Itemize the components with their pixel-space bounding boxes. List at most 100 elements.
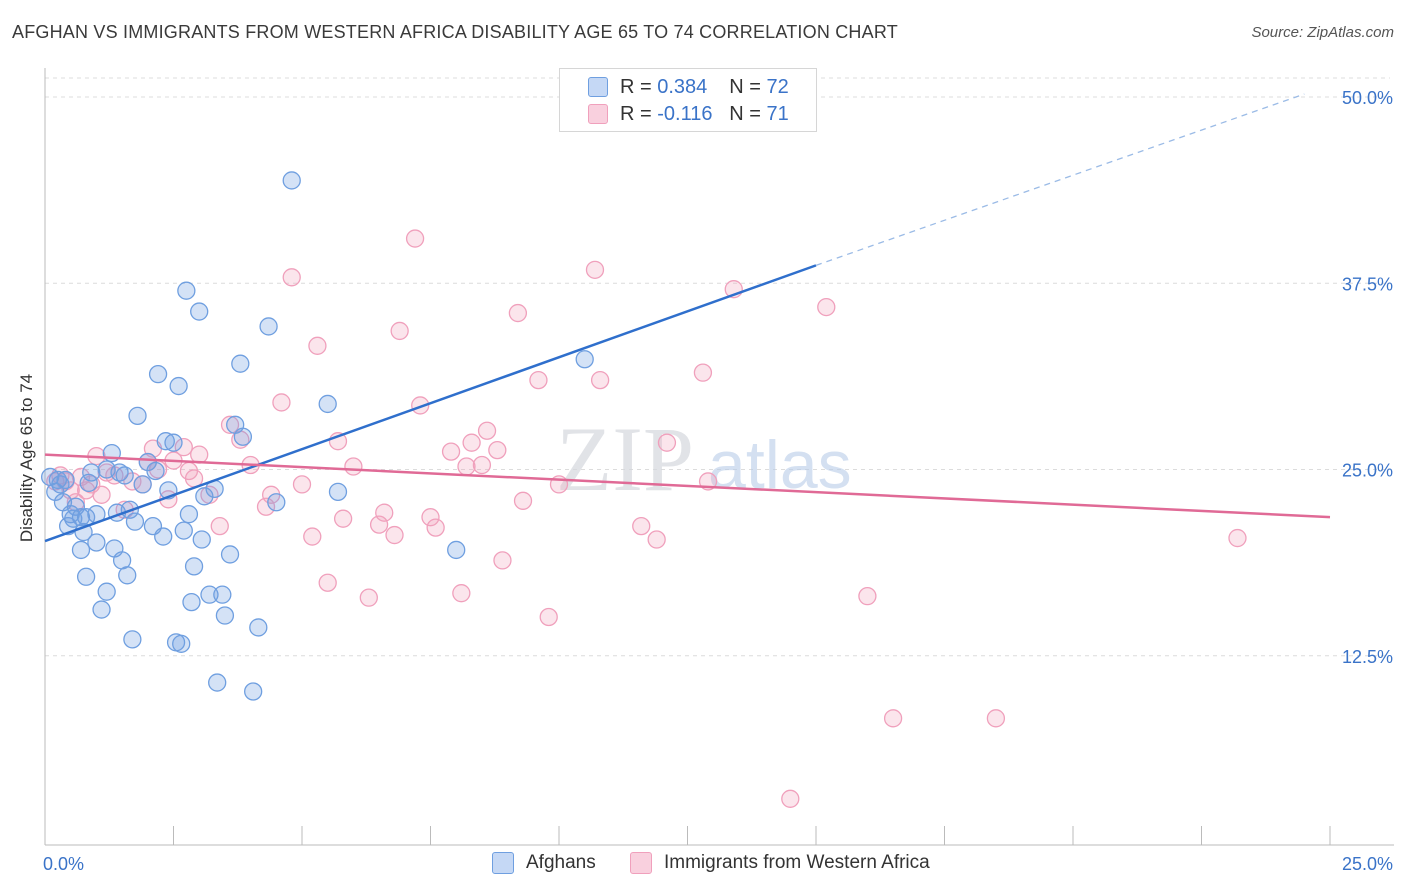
legend-row-afghans: R = 0.384 N = 72 xyxy=(560,74,789,100)
y-tick-label: 25.0% xyxy=(1342,461,1393,481)
western-africa-point xyxy=(657,433,677,452)
afghans-point xyxy=(133,475,152,494)
afghans-point xyxy=(146,461,165,481)
legend-n-label: N = xyxy=(729,102,761,125)
western-africa-point xyxy=(457,457,476,476)
western-africa-point xyxy=(375,503,394,522)
source-credit: Source: ZipAtlas.com xyxy=(1251,24,1394,41)
afghans-point xyxy=(76,567,96,586)
western-africa-trend-line xyxy=(44,453,1331,519)
western-africa-point xyxy=(359,588,378,607)
tick-labels: 12.5% 25.0% 37.5% 50.0% 0.0% 25.0% xyxy=(43,88,1393,874)
legend-r-value: -0.116 xyxy=(657,102,713,125)
afghans-point xyxy=(118,566,137,585)
western-africa-point xyxy=(529,370,548,390)
y-tick-label: 12.5% xyxy=(1342,647,1393,667)
legend-r-label: R = xyxy=(620,75,652,98)
bottom-legend-afghans: Afghans xyxy=(492,852,596,874)
western-africa-point xyxy=(590,370,610,390)
afghans-point xyxy=(179,505,199,524)
afghans-point xyxy=(190,302,209,321)
western-africa-point xyxy=(539,607,558,627)
afghans-point xyxy=(48,470,67,490)
afghans-point xyxy=(92,600,111,619)
western-africa-point xyxy=(493,551,512,570)
afghans-point xyxy=(82,463,101,482)
bottom-legend-label-western-africa: Immigrants from Western Africa xyxy=(664,852,930,873)
western-africa-point xyxy=(452,584,471,603)
afghans-points xyxy=(40,105,630,701)
western-africa-point xyxy=(426,518,445,537)
western-africa-point xyxy=(986,709,1006,728)
afghans-point xyxy=(56,470,75,490)
legend-row-western-africa: R = -0.116 N = 71 xyxy=(560,101,789,127)
western-africa-point xyxy=(308,336,327,355)
bottom-legend-label-afghans: Afghans xyxy=(526,852,596,873)
afghans-point xyxy=(174,521,193,540)
western-africa-point xyxy=(817,297,836,317)
afghans-point xyxy=(164,433,183,452)
afghans-point xyxy=(110,463,129,482)
afghans-point xyxy=(231,354,250,373)
afghans-point xyxy=(328,482,348,502)
western-africa-point xyxy=(385,525,404,545)
afghans-point xyxy=(192,530,211,549)
western-africa-point xyxy=(441,442,461,461)
chart-title: AFGHAN VS IMMIGRANTS FROM WESTERN AFRICA… xyxy=(12,22,898,42)
afghans-point xyxy=(154,527,173,546)
western-africa-point xyxy=(781,789,800,808)
afghans-point xyxy=(87,533,106,552)
afghans-point xyxy=(447,540,466,560)
western-africa-point xyxy=(472,455,492,475)
western-africa-point xyxy=(462,433,481,452)
afghans-point xyxy=(267,493,286,512)
legend-swatch-afghans xyxy=(588,77,608,97)
afghans-point xyxy=(213,585,232,604)
legend-n-value: 71 xyxy=(766,102,789,125)
afghans-point xyxy=(97,582,116,601)
watermark: ZIP atlas xyxy=(556,408,852,510)
afghans-point xyxy=(115,466,134,485)
afghans-point xyxy=(208,673,227,692)
western-africa-point xyxy=(303,527,322,546)
western-africa-point xyxy=(92,485,111,504)
western-africa-point xyxy=(421,508,440,527)
western-africa-point xyxy=(477,421,497,440)
western-africa-point xyxy=(390,321,409,341)
afghans-point xyxy=(172,634,191,653)
western-africa-point xyxy=(647,530,666,549)
afghans-point xyxy=(249,618,268,637)
western-africa-point xyxy=(632,516,651,536)
stats-legend: R = 0.384 N = 72 R = -0.116 N = 71 xyxy=(559,68,817,132)
afghans-point xyxy=(195,487,214,506)
afghans-trend-extension xyxy=(815,93,1305,266)
afghans-point xyxy=(64,509,83,528)
legend-n-label: N = xyxy=(729,75,761,98)
bottom-legend-swatch-afghans xyxy=(492,852,514,874)
afghans-point xyxy=(148,364,168,384)
western-africa-point xyxy=(174,437,193,457)
legend-r-label: R = xyxy=(620,102,652,125)
y-tick-label: 37.5% xyxy=(1342,274,1393,294)
western-africa-point xyxy=(693,363,713,382)
western-africa-point xyxy=(333,509,353,528)
western-africa-point xyxy=(210,516,229,536)
afghans-trend-line xyxy=(44,264,817,543)
western-africa-point xyxy=(292,475,312,494)
legend-swatch-western-africa xyxy=(588,104,608,124)
afghans-point xyxy=(233,427,253,446)
western-africa-point xyxy=(513,491,533,510)
western-africa-point xyxy=(508,303,528,323)
western-africa-points xyxy=(46,229,1247,808)
legend-r-value: 0.384 xyxy=(657,75,708,98)
western-africa-point xyxy=(344,457,363,476)
trend-lines xyxy=(44,93,1331,543)
afghans-point xyxy=(200,585,219,604)
western-africa-point xyxy=(318,573,337,592)
afghans-point xyxy=(156,432,175,451)
afghans-point xyxy=(79,473,98,493)
western-africa-point xyxy=(190,445,209,464)
western-africa-point xyxy=(256,497,276,516)
afghans-point xyxy=(177,281,196,300)
